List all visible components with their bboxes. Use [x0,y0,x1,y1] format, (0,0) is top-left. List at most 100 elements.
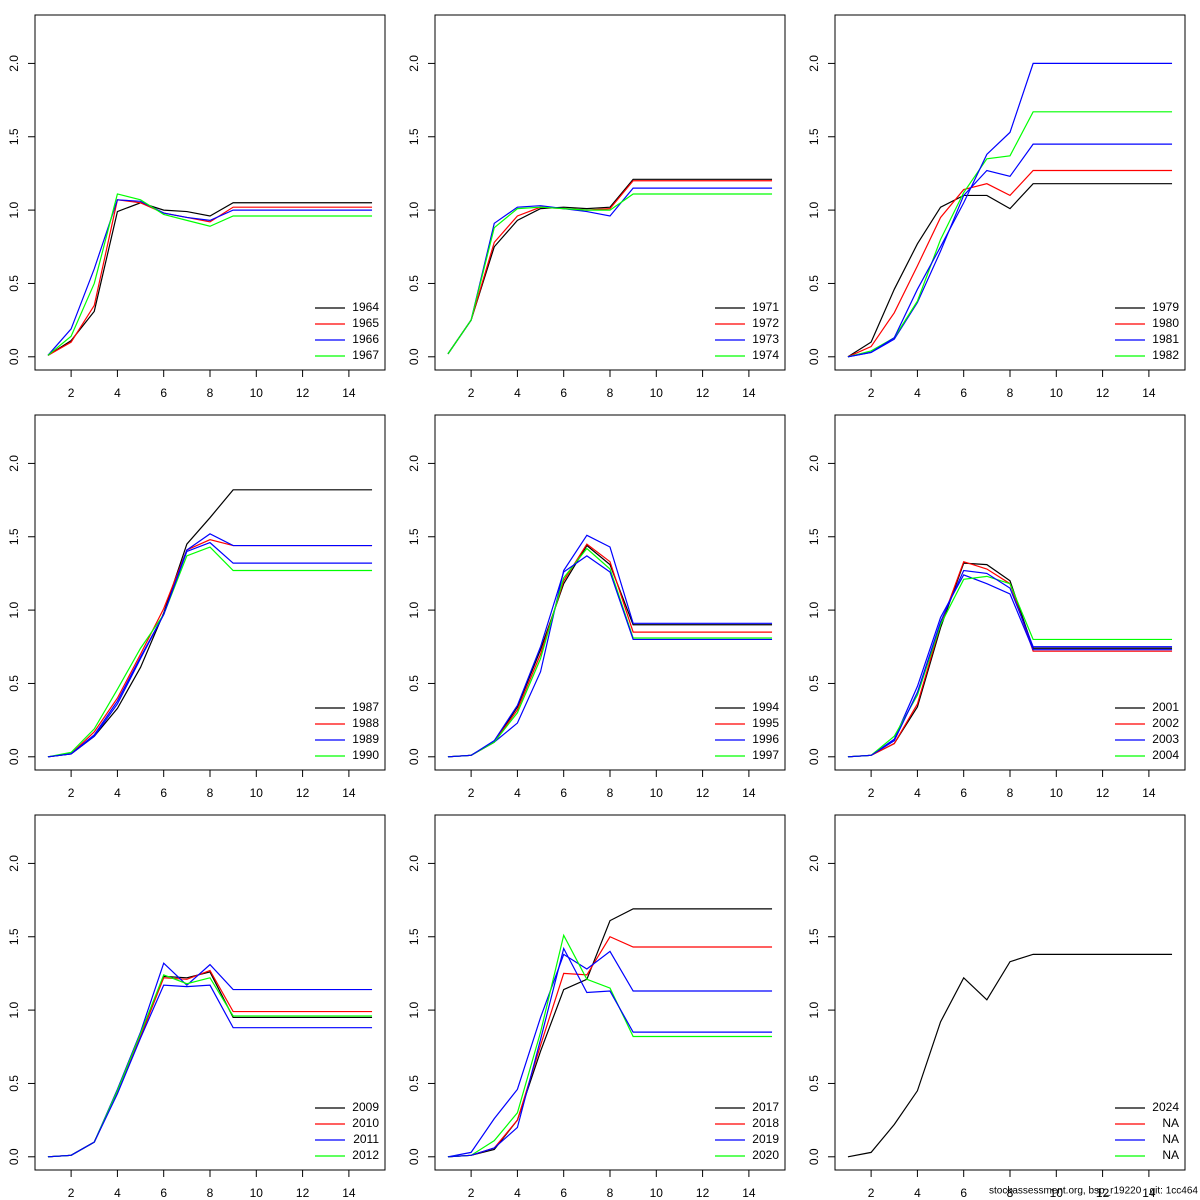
legend-label: 2004 [1152,748,1179,762]
y-tick-label: 0.5 [7,1075,21,1092]
x-tick-label: 10 [650,386,664,400]
x-tick-label: 14 [742,786,756,800]
x-tick-label: 2 [68,386,75,400]
x-tick-label: 10 [250,786,264,800]
y-tick-label: 1.5 [7,528,21,545]
y-tick-label: 1.0 [407,201,421,218]
x-tick-label: 10 [1050,386,1064,400]
y-tick-label: 1.5 [7,928,21,945]
legend-label: NA [1162,1116,1179,1130]
legend-label: 1997 [752,748,779,762]
x-tick-label: 10 [1050,786,1064,800]
y-tick-label: 0.0 [807,1148,821,1165]
x-tick-label: 6 [560,786,567,800]
x-tick-label: 2 [68,786,75,800]
series-line [447,933,773,1158]
x-tick-label: 12 [296,386,310,400]
x-tick-label: 8 [1007,786,1014,800]
legend-label: 2011 [353,1132,379,1146]
x-tick-label: 14 [1142,1186,1156,1200]
plot-frame [834,814,1186,1171]
series-line [47,202,373,356]
y-tick-label: 1.0 [7,601,21,618]
legend-label: 1979 [1152,300,1179,314]
y-tick-label: 2.0 [7,455,21,472]
legend-label: 1980 [1152,316,1179,330]
series-line [47,199,373,356]
y-tick-label: 2.0 [807,455,821,472]
x-tick-label: 4 [514,386,521,400]
x-tick-label: 4 [114,1186,121,1200]
series-line [847,562,1173,758]
series-line [447,935,773,1158]
plot-frame [434,14,786,371]
y-tick-label: 1.5 [7,128,21,145]
series-line [447,193,773,355]
y-tick-label: 2.0 [407,55,421,72]
y-tick-label: 2.0 [807,855,821,872]
legend-label: 2009 [352,1100,379,1114]
series-line [847,574,1173,758]
panel: 2 4 6 8 10 12 14 0.0 0.5 1.0 1.5 2.0 1964 1965 1966 196… [7,14,386,400]
series-line [447,950,773,1158]
x-tick-label: 8 [1007,1186,1014,1200]
x-tick-label: 6 [960,386,967,400]
series-line [447,187,773,355]
legend-label: 1994 [752,700,779,714]
series-line [47,971,373,1158]
legend-label: 1974 [752,348,779,362]
series-line [847,143,1173,358]
series-line [47,489,373,758]
x-tick-label: 8 [207,1186,214,1200]
x-tick-label: 4 [114,386,121,400]
y-tick-label: 1.0 [407,601,421,618]
x-tick-label: 12 [696,786,710,800]
series-line [447,180,773,355]
x-tick-label: 6 [160,386,167,400]
x-tick-label: 6 [560,386,567,400]
legend-label: 1966 [352,332,379,346]
series-line [47,969,373,1158]
y-tick-label: 1.5 [407,928,421,945]
plot-frame [34,814,386,1171]
plot-frame [434,414,786,771]
panel: 2 4 6 8 10 12 14 0.0 0.5 1.0 1.5 2.0 2017 2018 2019 202… [407,814,786,1200]
legend-label: 1988 [352,716,379,730]
series-line [447,547,773,758]
legend-label: 2018 [752,1116,779,1130]
x-tick-label: 2 [68,1186,75,1200]
x-tick-label: 12 [1096,1186,1110,1200]
x-tick-label: 12 [696,386,710,400]
legend-label: 1964 [352,300,379,314]
series-line [47,546,373,758]
x-tick-label: 4 [914,386,921,400]
series-line [447,543,773,758]
x-tick-label: 14 [1142,386,1156,400]
legend-label: 1990 [352,748,379,762]
legend-label: 1972 [752,316,779,330]
x-tick-label: 14 [742,1186,756,1200]
legend-label: 1965 [352,316,379,330]
x-tick-label: 8 [607,1186,614,1200]
panel: 2 4 6 8 10 12 14 0.0 0.5 1.0 1.5 2.0 1994 1995 1996 199… [407,414,786,800]
x-tick-label: 8 [607,386,614,400]
x-tick-label: 2 [468,786,475,800]
plot-frame [34,414,386,771]
y-tick-label: 1.5 [407,128,421,145]
x-tick-label: 10 [250,386,264,400]
x-tick-label: 12 [1096,386,1110,400]
legend-label: 1967 [352,348,379,362]
legend-label: 2010 [352,1116,379,1130]
series-line [847,111,1173,358]
x-tick-label: 2 [868,386,875,400]
x-tick-label: 6 [160,786,167,800]
series-line [847,575,1173,758]
series-line [447,946,773,1158]
plot-frame [434,814,786,1171]
panel: 2 4 6 8 10 12 14 0.0 0.5 1.0 1.5 2.0 1971 1972 1973 197… [407,14,786,400]
x-tick-label: 14 [342,1186,356,1200]
x-tick-label: 14 [742,386,756,400]
x-tick-label: 4 [914,1186,921,1200]
x-tick-label: 6 [160,1186,167,1200]
x-tick-label: 4 [514,1186,521,1200]
